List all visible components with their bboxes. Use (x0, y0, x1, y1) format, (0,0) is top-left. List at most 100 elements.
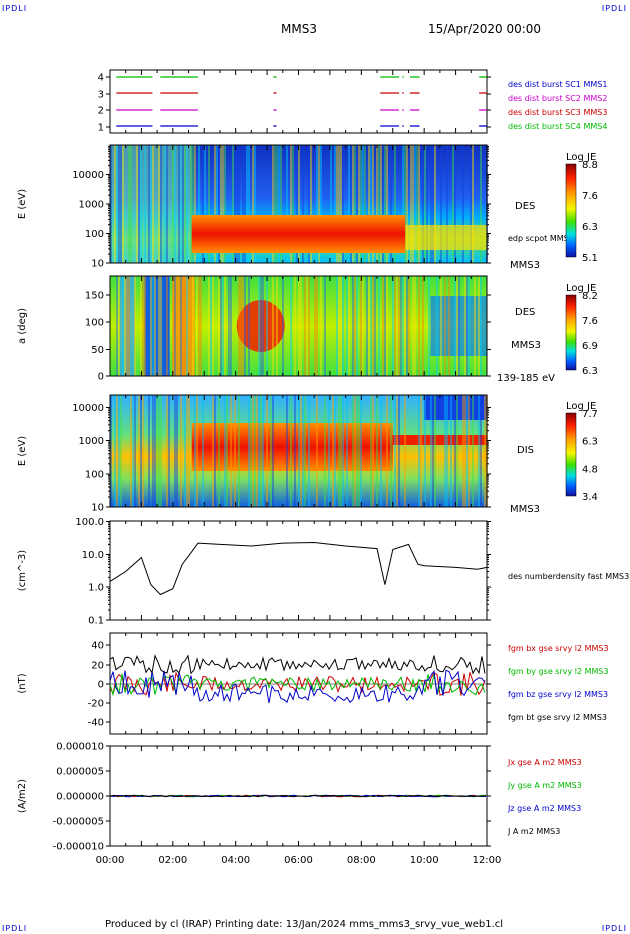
pa-stripe (186, 276, 188, 376)
des-stripe (276, 145, 278, 263)
dis-stripe (340, 395, 342, 507)
des-stripe (430, 145, 432, 263)
pa-hot-spot (236, 300, 285, 352)
density-tick-label: 1.0 (88, 583, 104, 594)
j-tick-label: 0.000000 (56, 792, 104, 803)
dis-stripe (252, 395, 254, 507)
des-stripe (360, 145, 362, 263)
des-stripe (342, 145, 344, 263)
dis-colorbar-title: Log JE (566, 401, 596, 412)
des-stripe (218, 145, 220, 263)
dis-stripe (386, 395, 388, 507)
pa-colorbar-title: Log JE (566, 283, 596, 294)
pa-right-label: DES (515, 307, 535, 318)
dis-stripe (234, 395, 236, 507)
burst-panel-frame (109, 69, 488, 134)
corner-label-top-left: IPDLI (2, 4, 28, 13)
des-stripe (318, 145, 320, 263)
des-stripe (190, 145, 192, 263)
des-stripe (350, 145, 352, 263)
pa-stripe (290, 276, 292, 376)
pa-stripe (248, 276, 250, 376)
des-stripe (290, 145, 292, 263)
b-series-line (109, 673, 486, 697)
des-stripe (204, 145, 206, 263)
des-stripe (440, 145, 442, 263)
des-stripe (120, 145, 122, 263)
des-stripe (424, 145, 426, 263)
x-tick-label: 00:00 (96, 855, 125, 866)
pa-stripe (456, 276, 458, 376)
pa-stripe (368, 276, 370, 376)
dis-stripe (478, 395, 480, 507)
des-energy-tick-label: 1000 (79, 200, 104, 211)
des-stripe (362, 145, 364, 263)
pa-stripe (240, 276, 242, 376)
des-stripe (340, 145, 342, 263)
dis-stripe (472, 395, 474, 507)
pa-stripe (244, 276, 246, 376)
des-stripe (472, 145, 474, 263)
pa-stripe (354, 276, 356, 376)
pa-stripe (134, 276, 136, 376)
dis-stripe (324, 395, 326, 507)
des-stripe (454, 145, 456, 263)
des-stripe (274, 145, 276, 263)
dis-stripe (376, 395, 378, 507)
des-stripe (208, 145, 210, 263)
density-legend-entry: des numberdensity fast MMS3 (508, 572, 629, 581)
dis-stripe (250, 395, 252, 507)
pa-stripe (414, 276, 416, 376)
dis-stripe (186, 395, 188, 507)
des-stripe (334, 145, 336, 263)
pa-stripe (466, 276, 468, 376)
b-field-tick-label: -40 (88, 718, 104, 729)
des-stripe (158, 145, 160, 263)
des-colorbar-tick: 7.6 (582, 191, 598, 202)
des-stripe (386, 145, 388, 263)
des-stripe (384, 145, 386, 263)
b-field-tick-label: 40 (91, 641, 104, 652)
des-stripe (404, 145, 406, 263)
density-series-line (109, 541, 488, 596)
pa-stripe (454, 276, 456, 376)
pa-stripe (224, 276, 226, 376)
des-stripe (462, 145, 464, 263)
pa-stripe (346, 276, 348, 376)
x-tick-label: 02:00 (158, 855, 187, 866)
pa-stripe (230, 276, 232, 376)
dis-stripe (120, 395, 122, 507)
j-legend-entry: Jz gse A m2 MMS3 (507, 804, 581, 813)
des-stripe (432, 145, 434, 263)
dis-stripe (396, 395, 398, 507)
pa-stripe (282, 276, 284, 376)
pa-stripe (370, 276, 372, 376)
j-legend-entry: Jy gse A m2 MMS3 (507, 781, 582, 790)
des-colorbar-title: Log JE (566, 152, 596, 163)
burst-legend-entry: des dist burst SC2 MMS2 (508, 94, 607, 103)
des-stripe (178, 145, 180, 263)
des-stripe (406, 145, 408, 263)
des-stripe (330, 145, 332, 263)
dis-stripe (138, 395, 140, 507)
dis-stripe (148, 395, 150, 507)
dis-stripe (398, 395, 400, 507)
pa-tick-label: 0 (98, 372, 104, 383)
des-stripe (220, 145, 222, 263)
dis-stripe (404, 395, 406, 507)
pa-stripe (306, 276, 308, 376)
pa-stripe (262, 276, 264, 376)
j-y-axis-label: (A/m2) (17, 779, 28, 813)
dis-stripe (290, 395, 292, 507)
dis-stripe (450, 395, 452, 507)
j-legend-entry: Jx gse A m2 MMS3 (507, 758, 582, 767)
pa-orange-band (172, 276, 195, 376)
des-stripe (480, 145, 482, 263)
pa-stripe (140, 276, 142, 376)
pa-colorbar-tick: 6.3 (582, 366, 598, 377)
des-stripe (280, 145, 282, 263)
pa-stripe (184, 276, 186, 376)
des-stripe (416, 145, 418, 263)
des-stripe (180, 145, 182, 263)
dis-colorbar-tick: 6.3 (582, 437, 598, 448)
